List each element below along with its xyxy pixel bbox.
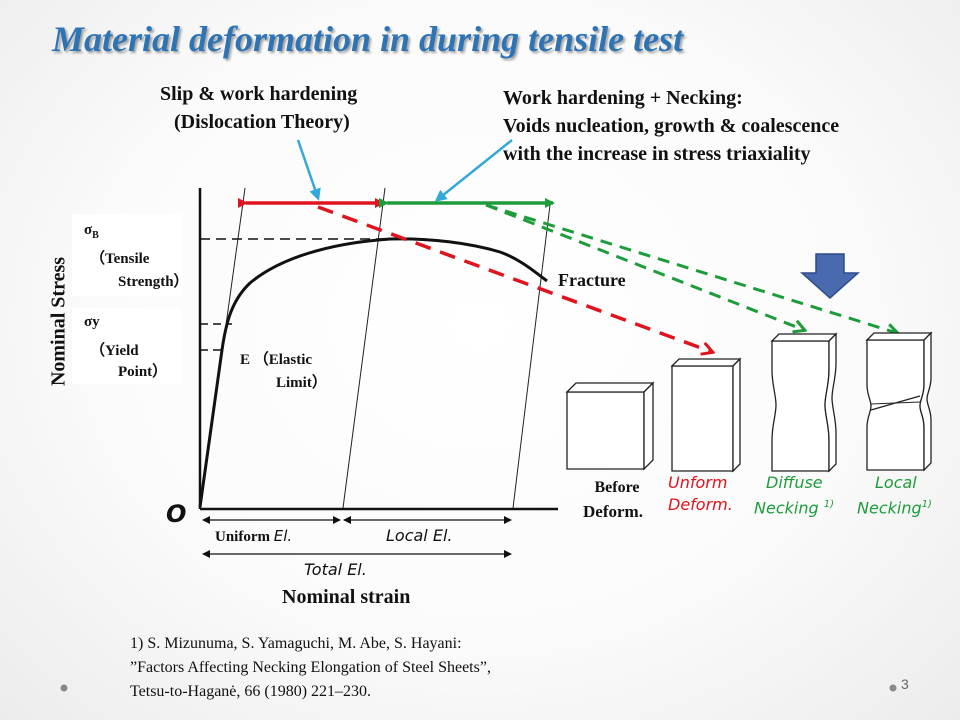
fracture-guide-line: [512, 204, 551, 509]
slip-line1: Slip & work hardening: [160, 83, 358, 105]
uniform-deform-line1: Unform: [668, 473, 728, 492]
necking-callout-arrow: [434, 139, 513, 202]
slip-callout-arrow: [296, 139, 321, 201]
uniform-el-prefix: Uniform: [215, 529, 270, 545]
x-axis-label: Nominal strain: [282, 586, 411, 608]
reference-line1: 1) S. Mizunuma, S. Yamaguchi, M. Abe, S.…: [130, 635, 462, 652]
sigma-b-subscript: B: [92, 230, 99, 241]
slide-title: Material deformation in during tensile t…: [52, 19, 684, 59]
slide-dot-left: [60, 684, 68, 692]
local-ref: 1): [921, 499, 932, 510]
sigma-y-label: σy: [84, 314, 100, 330]
sigma-y-box: [72, 308, 182, 384]
sigma-b-symbol: σ: [84, 222, 93, 238]
sigma-b-label: σB: [84, 222, 99, 241]
local-line1: Local: [875, 473, 917, 492]
reference-line3: Tetsu-to-Haganė, 66 (1980) 221–230.: [130, 683, 372, 700]
specimen-local: [865, 331, 933, 472]
work-line2: Voids nucleation, growth & coalescence: [503, 115, 840, 137]
local-line2: Necking1): [857, 494, 932, 519]
uniform-el-suffix: El.: [273, 527, 293, 545]
down-arrow-icon: [800, 253, 860, 300]
diffuse-ref: 1): [823, 499, 834, 510]
slide-dot-right: [889, 684, 897, 692]
specimen-uniform: [670, 357, 742, 473]
slip-line2: (Dislocation Theory): [174, 111, 350, 133]
tensile-label-1: （Tensile: [90, 251, 150, 267]
diffuse-trajectory-arrow: [485, 203, 804, 330]
specimen-before: [565, 381, 655, 471]
tensile-label-2: Strength）: [118, 274, 189, 290]
uniform-el-label: Uniform El.: [215, 527, 292, 546]
before-line1: Before: [594, 479, 640, 496]
stress-strain-curve: [198, 237, 548, 508]
before-line2: Deform.: [583, 502, 643, 521]
diffuse-line2-text: Necking: [754, 498, 819, 518]
diffuse-necking-label: Diffuse Necking 1): [754, 472, 834, 519]
reference-block: 1) S. Mizunuma, S. Yamaguchi, M. Abe, S.…: [130, 632, 491, 704]
page-number: 3: [901, 676, 909, 692]
work-line3: with the increase in stress triaxiality: [503, 143, 811, 165]
uniform-guide-line: [342, 187, 386, 509]
uniform-trajectory-arrow: [317, 205, 712, 352]
before-label: Before Deform.: [583, 476, 643, 524]
work-line1: Work hardening + Necking:: [503, 87, 743, 109]
yield-label-2: Point）: [118, 364, 168, 380]
local-el-label: Local El.: [386, 526, 453, 545]
specimen-diffuse: [770, 332, 838, 473]
y-axis-label: Nominal Stress: [47, 256, 70, 387]
uniform-deform-line2: Deform.: [668, 495, 733, 514]
diffuse-line1: Diffuse: [766, 473, 823, 492]
reference-line2: ”Factors Affecting Necking Elongation of…: [130, 659, 491, 676]
uniform-deform-label: Unform Deform.: [668, 472, 733, 516]
total-el-label: Total El.: [304, 560, 367, 579]
sigma-b-box: [72, 214, 182, 296]
origin-label: O: [166, 500, 187, 528]
diffuse-line2: Necking 1): [754, 494, 834, 519]
fracture-label: Fracture: [558, 270, 626, 290]
slip-annotation: Slip & work hardening (Dislocation Theor…: [160, 80, 357, 136]
elastic-label-1: E （Elastic: [240, 352, 313, 368]
elastic-label-2: Limit）: [276, 375, 327, 391]
local-trajectory-arrow: [485, 203, 897, 333]
yield-label-1: （Yield: [90, 343, 139, 359]
local-necking-label: Local Necking1): [857, 472, 932, 519]
local-line2-text: Necking: [857, 498, 922, 518]
necking-annotation: Work hardening + Necking: Voids nucleati…: [503, 84, 839, 168]
